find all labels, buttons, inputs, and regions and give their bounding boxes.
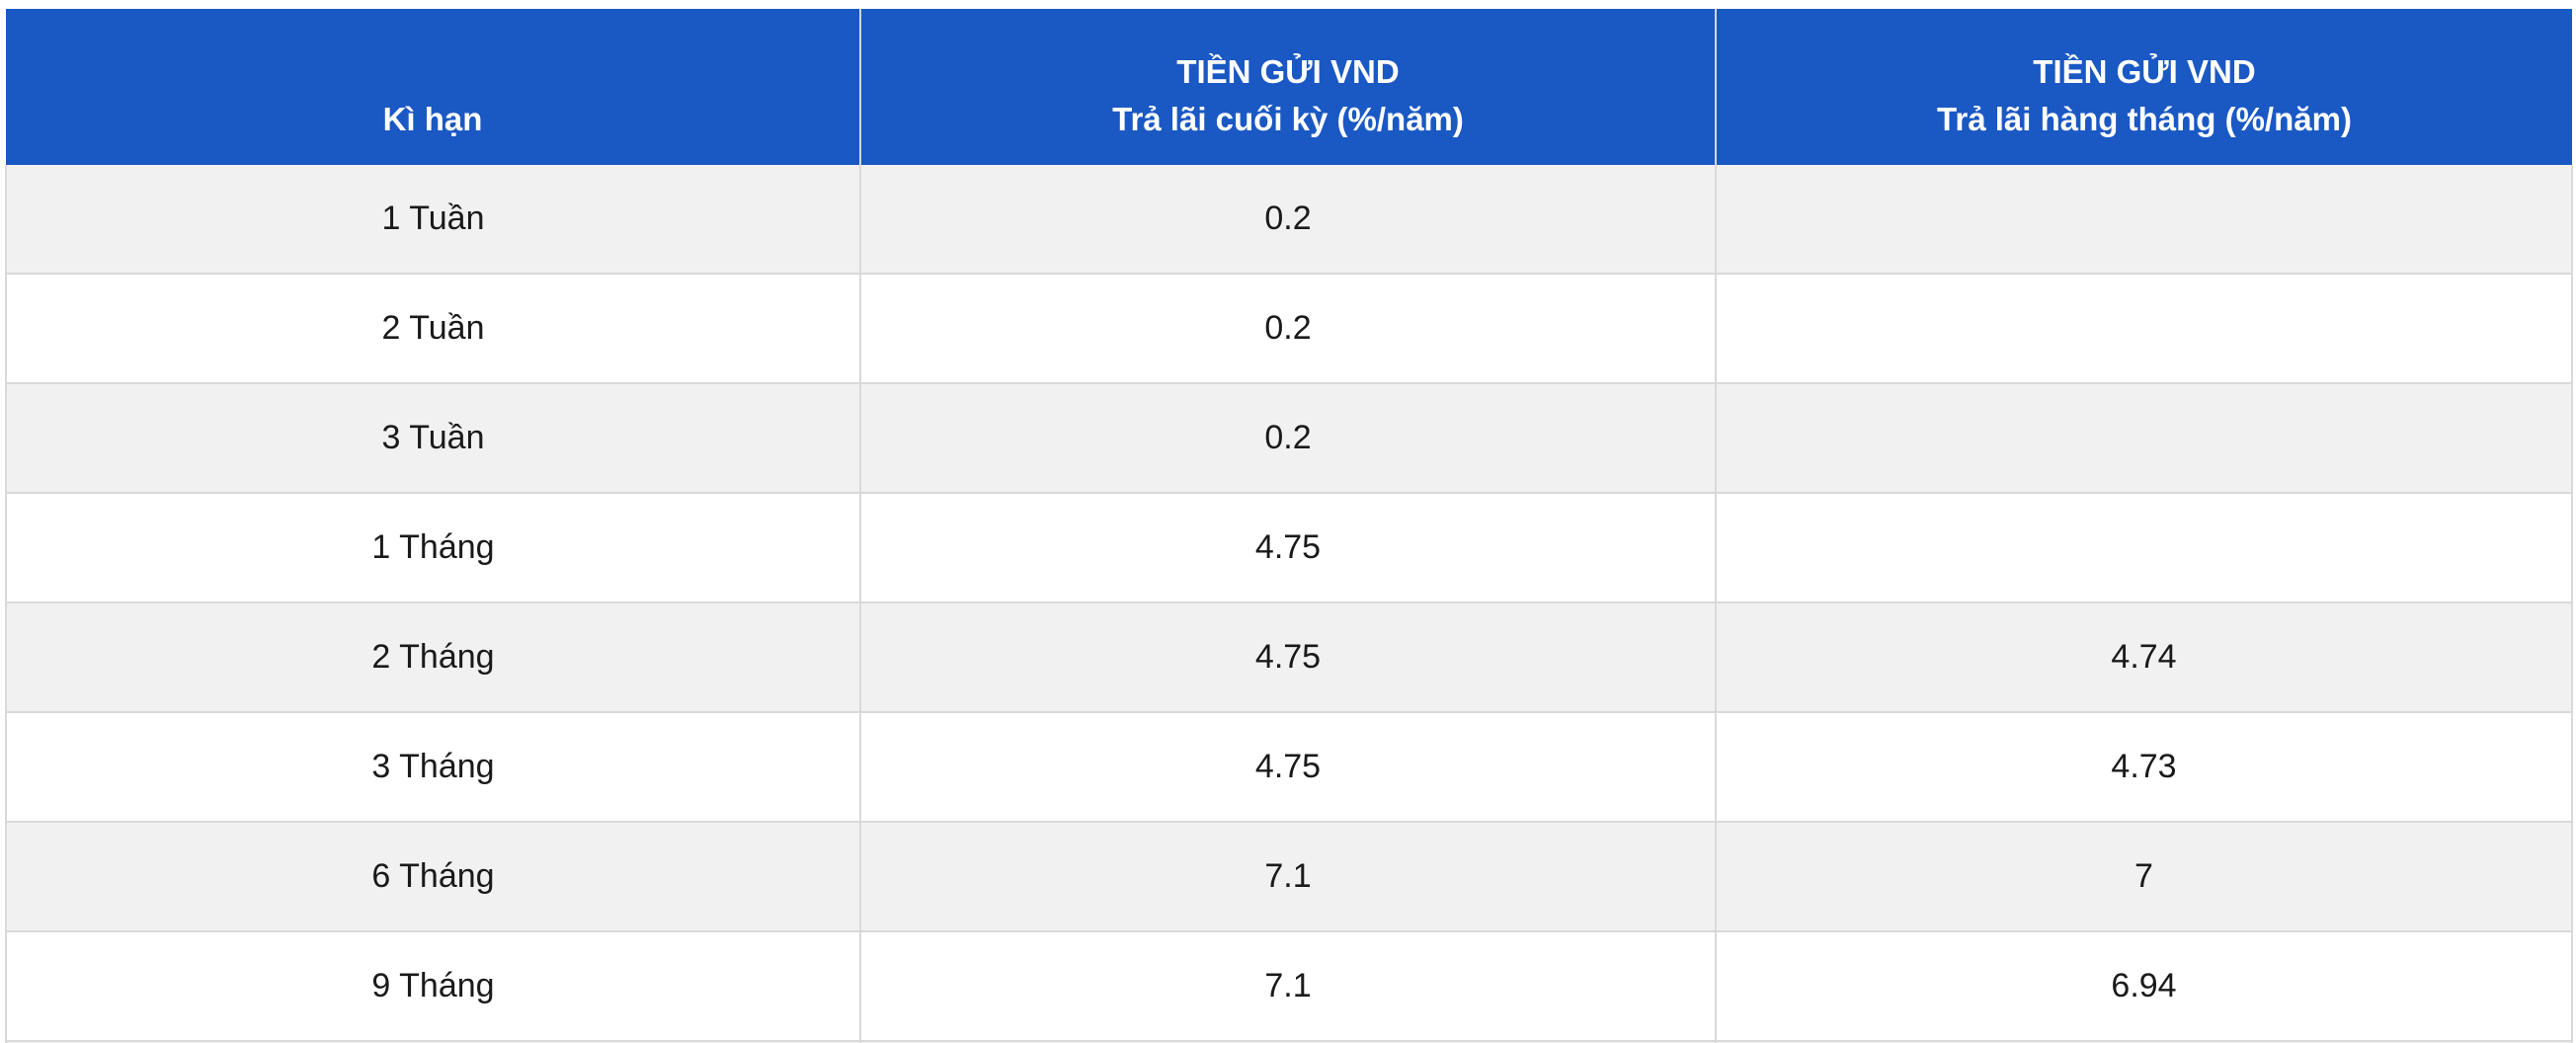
interest-rate-table-container: Kì hạn TIỀN GỬI VND Trả lãi cuối kỳ (%/n…: [5, 9, 2573, 1043]
table-row-partial: [5, 1041, 2573, 1043]
end-of-term-rate-cell-empty: [859, 1041, 1717, 1043]
end-of-term-rate-cell: 7.1: [859, 931, 1717, 1042]
term-cell: 9 Tháng: [5, 931, 861, 1042]
table-row: 2 Tháng 4.75 4.74: [5, 602, 2573, 713]
header-row: Kì hạn TIỀN GỬI VND Trả lãi cuối kỳ (%/n…: [6, 9, 2572, 165]
header-end-of-term-title: TIỀN GỬI VND: [1176, 53, 1400, 90]
monthly-rate-cell: [1715, 383, 2573, 494]
end-of-term-rate-cell: 7.1: [859, 822, 1717, 932]
monthly-rate-cell: [1715, 274, 2573, 384]
term-cell: 1 Tuần: [5, 165, 861, 275]
end-of-term-rate-cell: 0.2: [859, 274, 1717, 384]
interest-rate-table: Kì hạn TIỀN GỬI VND Trả lãi cuối kỳ (%/n…: [5, 9, 2573, 1043]
header-term: Kì hạn: [6, 9, 861, 165]
table-row: 6 Tháng 7.1 7: [5, 822, 2573, 932]
term-cell: 6 Tháng: [5, 822, 861, 932]
table-row: 2 Tuần 0.2: [5, 274, 2573, 384]
term-cell: 1 Tháng: [5, 493, 861, 603]
table-row: 3 Tuần 0.2: [5, 383, 2573, 494]
header-end-of-term-rate: TIỀN GỬI VND Trả lãi cuối kỳ (%/năm): [860, 9, 1717, 165]
header-monthly-title: TIỀN GỬI VND: [2033, 53, 2256, 90]
end-of-term-rate-cell: 0.2: [859, 165, 1717, 275]
header-monthly-subtitle: Trả lãi hàng tháng (%/năm): [1937, 101, 2352, 137]
end-of-term-rate-cell: 4.75: [859, 602, 1717, 713]
header-end-of-term-subtitle: Trả lãi cuối kỳ (%/năm): [1112, 101, 1464, 137]
monthly-rate-cell-empty: [1715, 1041, 2573, 1043]
monthly-rate-cell: [1715, 493, 2573, 603]
end-of-term-rate-cell: 4.75: [859, 493, 1717, 603]
end-of-term-rate-cell: 0.2: [859, 383, 1717, 494]
term-cell-empty: [5, 1041, 861, 1043]
term-cell: 2 Tuần: [5, 274, 861, 384]
table-row: 9 Tháng 7.1 6.94: [5, 931, 2573, 1042]
monthly-rate-cell: [1715, 165, 2573, 275]
monthly-rate-cell: 7: [1715, 822, 2573, 932]
monthly-rate-cell: 4.73: [1715, 712, 2573, 823]
table-row: 1 Tuần 0.2: [5, 165, 2573, 275]
end-of-term-rate-cell: 4.75: [859, 712, 1717, 823]
table-row: 1 Tháng 4.75: [5, 493, 2573, 603]
table-header: Kì hạn TIỀN GỬI VND Trả lãi cuối kỳ (%/n…: [6, 9, 2572, 165]
monthly-rate-cell: 4.74: [1715, 602, 2573, 713]
table-row: 3 Tháng 4.75 4.73: [5, 712, 2573, 823]
table-body: 1 Tuần 0.2 2 Tuần 0.2 3 Tuần 0.2 1 Tháng…: [5, 165, 2573, 1043]
term-cell: 3 Tháng: [5, 712, 861, 823]
header-term-label: Kì hạn: [382, 101, 483, 137]
term-cell: 3 Tuần: [5, 383, 861, 494]
term-cell: 2 Tháng: [5, 602, 861, 713]
monthly-rate-cell: 6.94: [1715, 931, 2573, 1042]
header-monthly-rate: TIỀN GỬI VND Trả lãi hàng tháng (%/năm): [1716, 9, 2572, 165]
